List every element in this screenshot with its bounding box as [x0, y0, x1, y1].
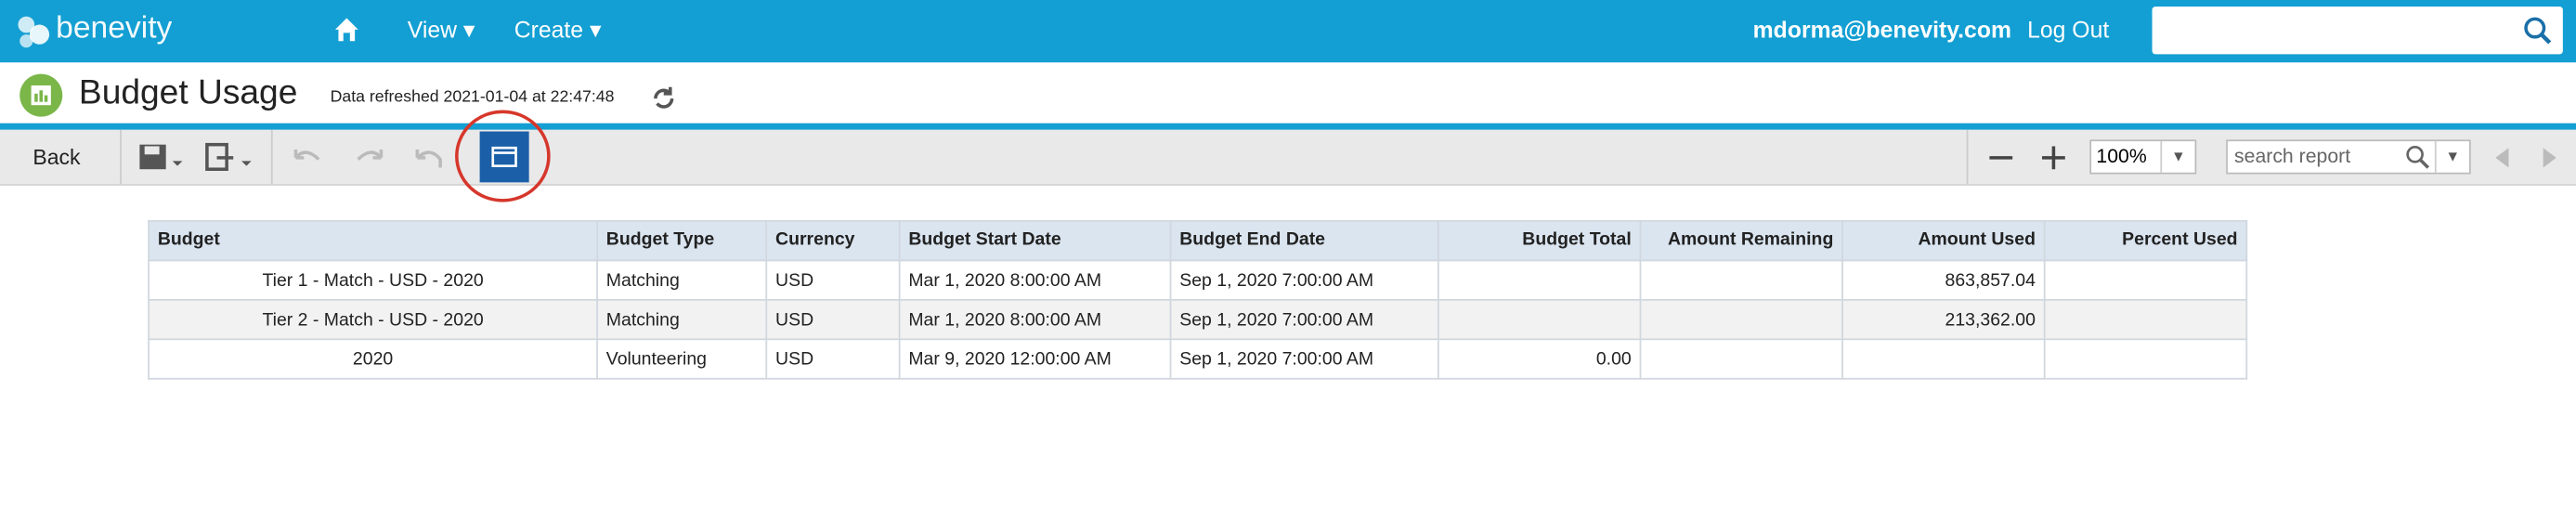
page-nav[interactable] — [2489, 145, 2561, 171]
table-cell: Sep 1, 2020 7:00:00 AM — [1169, 298, 1439, 341]
zoom-value: 100% — [2096, 144, 2147, 168]
zoom-select[interactable]: 100% ▼ — [2089, 139, 2197, 175]
table-cell: Mar 1, 2020 8:00:00 AM — [898, 259, 1172, 301]
table-cell: Sep 1, 2020 7:00:00 AM — [1169, 338, 1439, 380]
table-cell — [2043, 259, 2248, 301]
column-header[interactable]: Currency — [765, 220, 901, 262]
table-cell: Mar 1, 2020 8:00:00 AM — [898, 298, 1172, 341]
user-email[interactable]: mdorma@benevity.com — [1752, 16, 2011, 43]
table-cell: Matching — [596, 298, 768, 341]
table-cell: 213,362.00 — [1841, 298, 2046, 341]
logo-icon — [18, 16, 50, 48]
table-cell — [1841, 338, 2046, 380]
back-button[interactable]: Back — [33, 144, 81, 170]
menu-label: Create — [514, 16, 584, 43]
page-title: Budget Usage — [78, 73, 298, 112]
column-header[interactable]: Budget — [148, 220, 598, 262]
table-cell — [1639, 298, 1843, 341]
table-cell: 863,857.04 — [1841, 259, 2046, 301]
table-row: 2020 Volunteering USD Mar 9, 2020 12:00:00 … — [148, 338, 2248, 380]
home-icon[interactable] — [332, 15, 361, 45]
column-header[interactable]: Budget End Date — [1169, 220, 1439, 262]
separator — [120, 129, 122, 185]
table-cell: Sep 1, 2020 7:00:00 AM — [1169, 259, 1439, 301]
separator — [270, 129, 273, 185]
column-header[interactable]: Budget Start Date — [898, 220, 1172, 262]
table-cell — [1639, 338, 1843, 380]
table-body: Tier 1 - Match - USD - 2020 Matching USD Ma… — [148, 259, 2248, 380]
table-cell: Tier 2 - Match - USD - 2020 — [148, 298, 598, 341]
table-cell — [1437, 298, 1642, 341]
table-row: Tier 1 - Match - USD - 2020 Matching USD Ma… — [148, 259, 2248, 301]
table-cell: Volunteering — [596, 338, 768, 380]
column-header[interactable]: Amount Used — [1841, 220, 2046, 262]
menu-label: View — [407, 16, 457, 43]
refresh-icon[interactable] — [651, 85, 677, 111]
title-bar: Budget Usage Data refreshed 2021-01-04 a… — [0, 62, 2576, 123]
table-cell: 2020 — [148, 338, 598, 380]
column-header[interactable]: Percent Used — [2043, 220, 2248, 262]
table-cell: USD — [765, 259, 901, 301]
table-cell — [2043, 298, 2248, 341]
divider — [0, 123, 2576, 130]
refresh-info: Data refreshed 2021-01-04 at 22:47:48 — [330, 88, 615, 107]
table-cell — [1437, 259, 1642, 301]
save-button[interactable] — [138, 141, 191, 174]
menu-create[interactable]: Create ▾ — [514, 16, 602, 43]
logout-link[interactable]: Log Out — [2027, 16, 2110, 43]
view-icon — [491, 146, 517, 168]
logo-text[interactable]: benevity — [56, 11, 173, 46]
table-cell: USD — [765, 298, 901, 341]
column-header[interactable]: Budget Total — [1437, 220, 1642, 262]
report-search[interactable]: search report ▼ — [2226, 139, 2471, 175]
column-header[interactable]: Amount Remaining — [1639, 220, 1843, 262]
search-icon[interactable] — [2405, 145, 2431, 171]
highlight-circle — [455, 110, 551, 202]
top-bar: benevity View ▾ Create ▾ mdorma@benevity… — [0, 0, 2576, 63]
column-header[interactable]: Budget Type — [596, 220, 768, 262]
view-button[interactable] — [479, 131, 529, 183]
table-cell: 0.00 — [1437, 338, 1642, 380]
history-buttons[interactable] — [289, 143, 453, 173]
table-cell: Matching — [596, 259, 768, 301]
separator — [1966, 129, 1969, 185]
report-table: Budget Budget Type Currency Budget Start Da… — [148, 220, 2248, 380]
header-row: Budget Budget Type Currency Budget Start Da… — [148, 220, 2248, 262]
export-button[interactable] — [203, 141, 256, 174]
toolbar: Back 100% ▼ search report ▼ — [0, 110, 2576, 202]
report-icon — [20, 73, 63, 117]
table-cell: Tier 1 - Match - USD - 2020 — [148, 259, 598, 301]
table-cell — [2043, 338, 2248, 380]
table-row: Tier 2 - Match - USD - 2020 Matching USD Ma… — [148, 298, 2248, 341]
global-search[interactable] — [2152, 7, 2563, 55]
table-cell: USD — [765, 338, 901, 380]
table-cell — [1639, 259, 1843, 301]
table-cell: Mar 9, 2020 12:00:00 AM — [898, 338, 1172, 380]
zoom-buttons[interactable] — [1986, 145, 2078, 171]
menu-view[interactable]: View ▾ — [407, 16, 475, 43]
search-icon[interactable] — [2523, 17, 2553, 46]
search-placeholder: search report — [2234, 144, 2351, 168]
